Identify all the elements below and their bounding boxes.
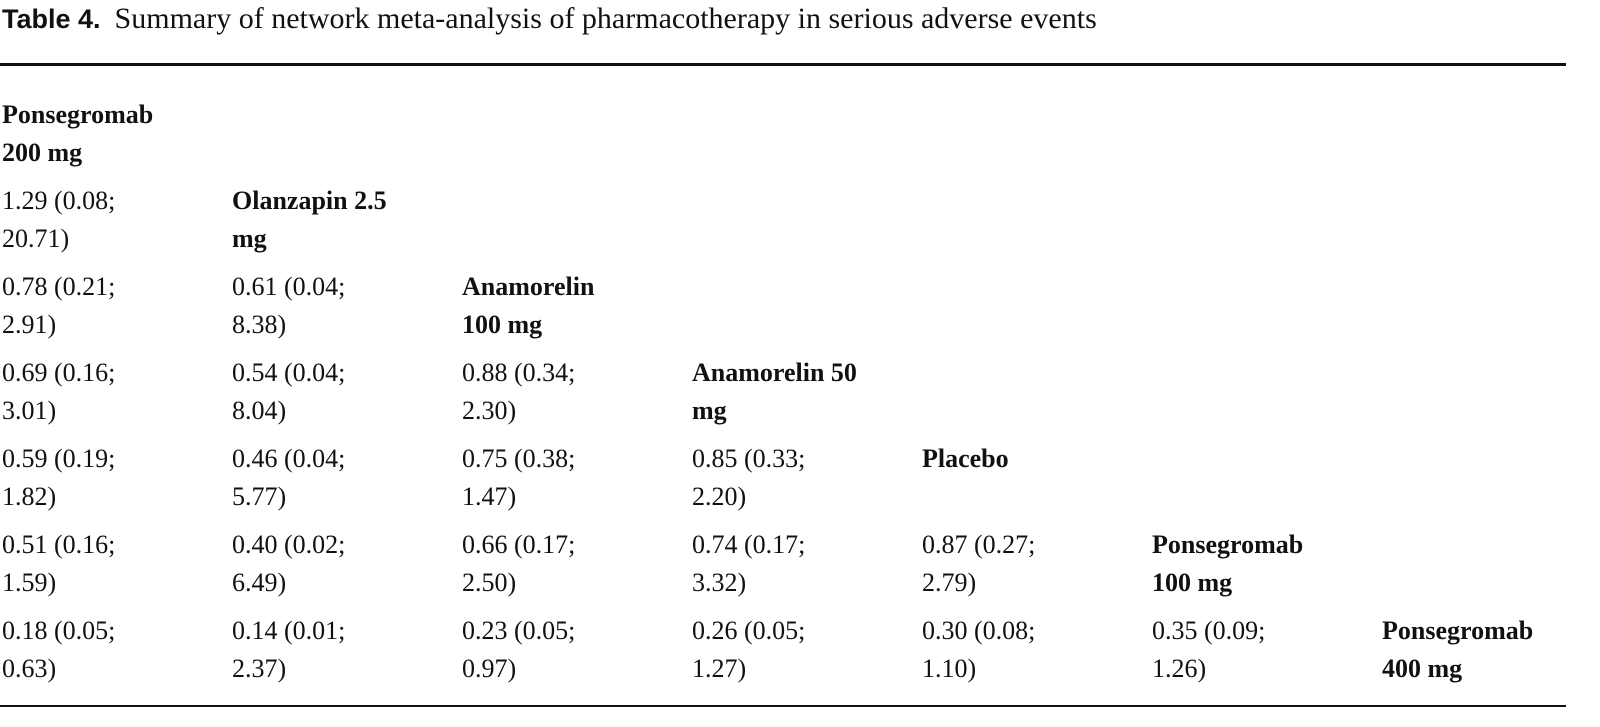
table-cell: Ponsegromab 400 mg: [1382, 612, 1572, 698]
table-cell: Olanzapin 2.5 mg: [232, 182, 462, 268]
table-cell: [1382, 440, 1572, 526]
table-cell: 0.69 (0.16; 3.01): [2, 354, 232, 440]
table-cell: 0.75 (0.38; 1.47): [462, 440, 692, 526]
effect-estimate: 0.26 (0.05; 1.27): [692, 616, 806, 683]
table-cell: Anamorelin 100 mg: [462, 268, 692, 354]
effect-estimate: 0.46 (0.04; 5.77): [232, 444, 346, 511]
table-cell: [692, 268, 922, 354]
table-cell: 0.54 (0.04; 8.04): [232, 354, 462, 440]
table-cell: [1152, 268, 1382, 354]
table-cell: 0.30 (0.08; 1.10): [922, 612, 1152, 698]
table-cell: [922, 96, 1152, 182]
effect-estimate: 0.54 (0.04; 8.04): [232, 358, 346, 425]
table-cell: 0.46 (0.04; 5.77): [232, 440, 462, 526]
table-cell: 0.59 (0.19; 1.82): [2, 440, 232, 526]
table-cell: Ponsegromab 200 mg: [2, 96, 232, 182]
table-cell: 0.18 (0.05; 0.63): [2, 612, 232, 698]
table-cell: [232, 96, 462, 182]
effect-estimate: 0.66 (0.17; 2.50): [462, 530, 576, 597]
table-cell: [1382, 268, 1572, 354]
table-cell: [462, 182, 692, 268]
table-cell: [1382, 526, 1572, 612]
effect-estimate: 0.75 (0.38; 1.47): [462, 444, 576, 511]
table-cell: 0.88 (0.34; 2.30): [462, 354, 692, 440]
table-row: 0.18 (0.05; 0.63) 0.14 (0.01; 2.37) 0.23 (…: [2, 612, 1572, 698]
top-rule: [0, 63, 1566, 66]
table-cell: [1382, 96, 1572, 182]
effect-estimate: 0.78 (0.21; 2.91): [2, 272, 116, 339]
table-cell: 0.61 (0.04; 8.38): [232, 268, 462, 354]
bottom-rule: [0, 705, 1566, 707]
table-row: Ponsegromab 200 mg: [2, 96, 1572, 182]
table-cell: 0.51 (0.16; 1.59): [2, 526, 232, 612]
effect-estimate: 0.74 (0.17; 3.32): [692, 530, 806, 597]
table-cell: 1.29 (0.08; 20.71): [2, 182, 232, 268]
table-cell: 0.78 (0.21; 2.91): [2, 268, 232, 354]
table-cell: [1382, 182, 1572, 268]
table-cell: 0.26 (0.05; 1.27): [692, 612, 922, 698]
table-label: Table 4.: [2, 4, 101, 34]
treatment-name: Placebo: [922, 444, 1009, 473]
table-row: 0.69 (0.16; 3.01) 0.54 (0.04; 8.04) 0.88 (…: [2, 354, 1572, 440]
table-cell: 0.14 (0.01; 2.37): [232, 612, 462, 698]
table-cell: [1152, 96, 1382, 182]
effect-estimate: 0.88 (0.34; 2.30): [462, 358, 576, 425]
treatment-name: Anamorelin 50 mg: [692, 358, 857, 425]
effect-estimate: 0.40 (0.02; 6.49): [232, 530, 346, 597]
table-cell: Placebo: [922, 440, 1152, 526]
treatment-name: Olanzapin 2.5 mg: [232, 186, 387, 253]
table-cell: 0.87 (0.27; 2.79): [922, 526, 1152, 612]
effect-estimate: 0.51 (0.16; 1.59): [2, 530, 116, 597]
league-table: Ponsegromab 200 mg 1.29 (0.08; 20.71) Olan…: [2, 96, 1572, 698]
table-row: 0.78 (0.21; 2.91) 0.61 (0.04; 8.38) Anamor…: [2, 268, 1572, 354]
effect-estimate: 0.59 (0.19; 1.82): [2, 444, 116, 511]
table-cell: 0.40 (0.02; 6.49): [232, 526, 462, 612]
effect-estimate: 0.23 (0.05; 0.97): [462, 616, 576, 683]
table-cell: [1152, 182, 1382, 268]
table-cell: 0.35 (0.09; 1.26): [1152, 612, 1382, 698]
treatment-name: Ponsegromab 200 mg: [2, 100, 154, 167]
effect-estimate: 0.14 (0.01; 2.37): [232, 616, 346, 683]
table-cell: [922, 268, 1152, 354]
table-cell: 0.23 (0.05; 0.97): [462, 612, 692, 698]
table-title: Summary of network meta-analysis of phar…: [114, 2, 1097, 35]
treatment-name: Ponsegromab 100 mg: [1152, 530, 1304, 597]
table-cell: [1382, 354, 1572, 440]
table-cell: [462, 96, 692, 182]
table-cell: [922, 182, 1152, 268]
table-cell: [1152, 354, 1382, 440]
table-cell: [692, 96, 922, 182]
effect-estimate: 0.69 (0.16; 3.01): [2, 358, 116, 425]
table-row: 0.59 (0.19; 1.82) 0.46 (0.04; 5.77) 0.75 (…: [2, 440, 1572, 526]
table-cell: 0.74 (0.17; 3.32): [692, 526, 922, 612]
table-cell: [1152, 440, 1382, 526]
effect-estimate: 0.30 (0.08; 1.10): [922, 616, 1036, 683]
treatment-name: Anamorelin 100 mg: [462, 272, 595, 339]
effect-estimate: 0.18 (0.05; 0.63): [2, 616, 116, 683]
table-cell: 0.85 (0.33; 2.20): [692, 440, 922, 526]
table-row: 0.51 (0.16; 1.59) 0.40 (0.02; 6.49) 0.66 (…: [2, 526, 1572, 612]
treatment-name: Ponsegromab 400 mg: [1382, 616, 1534, 683]
effect-estimate: 0.61 (0.04; 8.38): [232, 272, 346, 339]
table-cell: [922, 354, 1152, 440]
effect-estimate: 0.87 (0.27; 2.79): [922, 530, 1036, 597]
table-cell: Ponsegromab 100 mg: [1152, 526, 1382, 612]
table-row: 1.29 (0.08; 20.71) Olanzapin 2.5 mg: [2, 182, 1572, 268]
table-cell: [692, 182, 922, 268]
table-cell: 0.66 (0.17; 2.50): [462, 526, 692, 612]
effect-estimate: 0.35 (0.09; 1.26): [1152, 616, 1266, 683]
effect-estimate: 0.85 (0.33; 2.20): [692, 444, 806, 511]
effect-estimate: 1.29 (0.08; 20.71): [2, 186, 116, 253]
table-cell: Anamorelin 50 mg: [692, 354, 922, 440]
table-caption: Table 4. Summary of network meta-analysis…: [2, 2, 1097, 36]
